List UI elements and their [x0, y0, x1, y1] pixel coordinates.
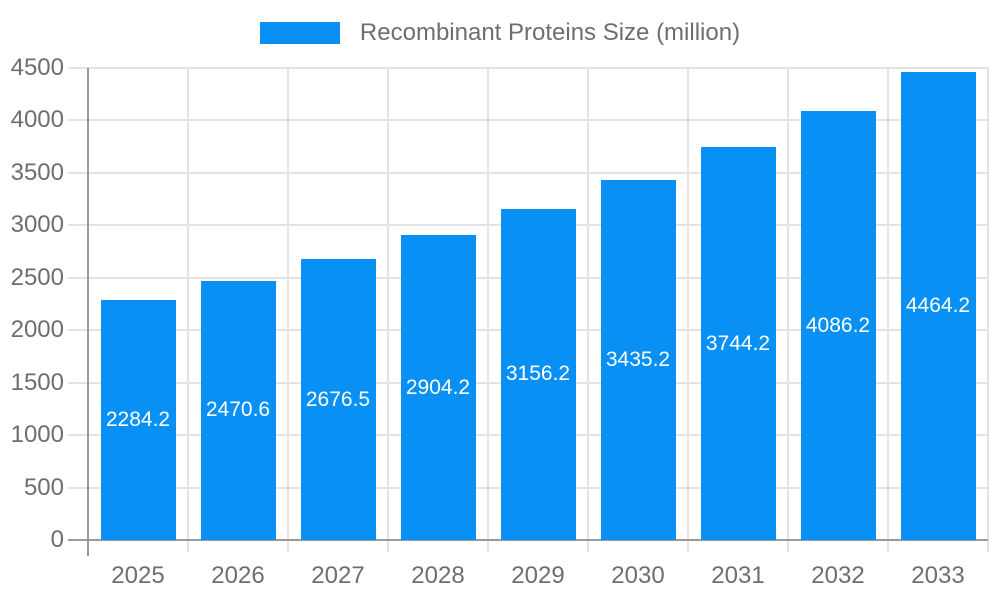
bar-2025[interactable]	[100, 300, 176, 540]
x-gridline	[587, 68, 589, 552]
y-axis-tick-label: 4500	[10, 54, 64, 81]
x-axis-line	[68, 539, 988, 541]
y-axis-line	[87, 68, 89, 556]
legend[interactable]: Recombinant Proteins Size (million)	[0, 18, 1000, 48]
legend-swatch-icon	[259, 22, 340, 44]
x-axis-tick-label: 2032	[811, 562, 865, 589]
y-axis-tick-label: 2500	[10, 263, 64, 291]
bar-2029[interactable]	[500, 208, 576, 540]
x-gridline	[787, 68, 789, 552]
x-axis-tick-label: 2033	[911, 562, 965, 589]
bar-2032[interactable]	[800, 111, 876, 540]
x-gridline	[187, 68, 189, 552]
x-gridline	[987, 68, 989, 552]
x-gridline	[887, 68, 889, 552]
bar-2027[interactable]	[300, 259, 376, 540]
x-gridline	[387, 68, 389, 552]
bar-value-label: 2284.2	[105, 408, 171, 432]
y-axis-tick-label: 3000	[10, 211, 64, 239]
bar-value-label: 4464.2	[905, 293, 971, 317]
x-axis-tick-label: 2025	[111, 562, 165, 589]
bar-value-label: 3435.2	[605, 347, 671, 371]
bar-2026[interactable]	[200, 280, 276, 540]
y-axis-tick-label: 1500	[10, 368, 64, 396]
bar-2033[interactable]	[900, 71, 976, 540]
bar-2030[interactable]	[600, 179, 676, 540]
y-axis-tick-label: 1000	[10, 421, 64, 449]
x-gridline	[687, 68, 689, 552]
x-axis-tick-label: 2031	[711, 562, 765, 589]
y-gridline	[68, 119, 988, 122]
bar-2028[interactable]	[400, 235, 476, 540]
y-axis-tick-label: 2000	[10, 316, 64, 344]
bar-value-label: 2470.6	[205, 398, 271, 422]
y-axis-tick-label: 4000	[10, 106, 64, 134]
x-axis-tick-label: 2029	[511, 562, 565, 589]
bar-value-label: 2904.2	[405, 375, 471, 399]
y-axis-tick-label: 500	[23, 473, 64, 501]
y-gridline	[68, 171, 988, 174]
bar-value-label: 3744.2	[705, 331, 771, 355]
x-axis-tick-label: 2026	[211, 562, 265, 589]
y-axis-tick-label: 3500	[10, 158, 64, 186]
y-gridline	[68, 67, 988, 69]
x-axis-tick-label: 2027	[311, 562, 365, 589]
x-gridline	[487, 68, 489, 552]
bar-value-label: 3156.2	[505, 362, 571, 386]
y-axis-tick-label: 0	[50, 526, 64, 553]
x-axis-tick-label: 2030	[611, 562, 665, 589]
legend-label: Recombinant Proteins Size (million)	[359, 19, 741, 46]
bar-2031[interactable]	[700, 147, 776, 540]
bar-value-label: 4086.2	[805, 313, 871, 337]
x-axis-tick-label: 2028	[411, 562, 465, 589]
bar-value-label: 2676.5	[305, 387, 371, 411]
x-gridline	[287, 68, 289, 552]
